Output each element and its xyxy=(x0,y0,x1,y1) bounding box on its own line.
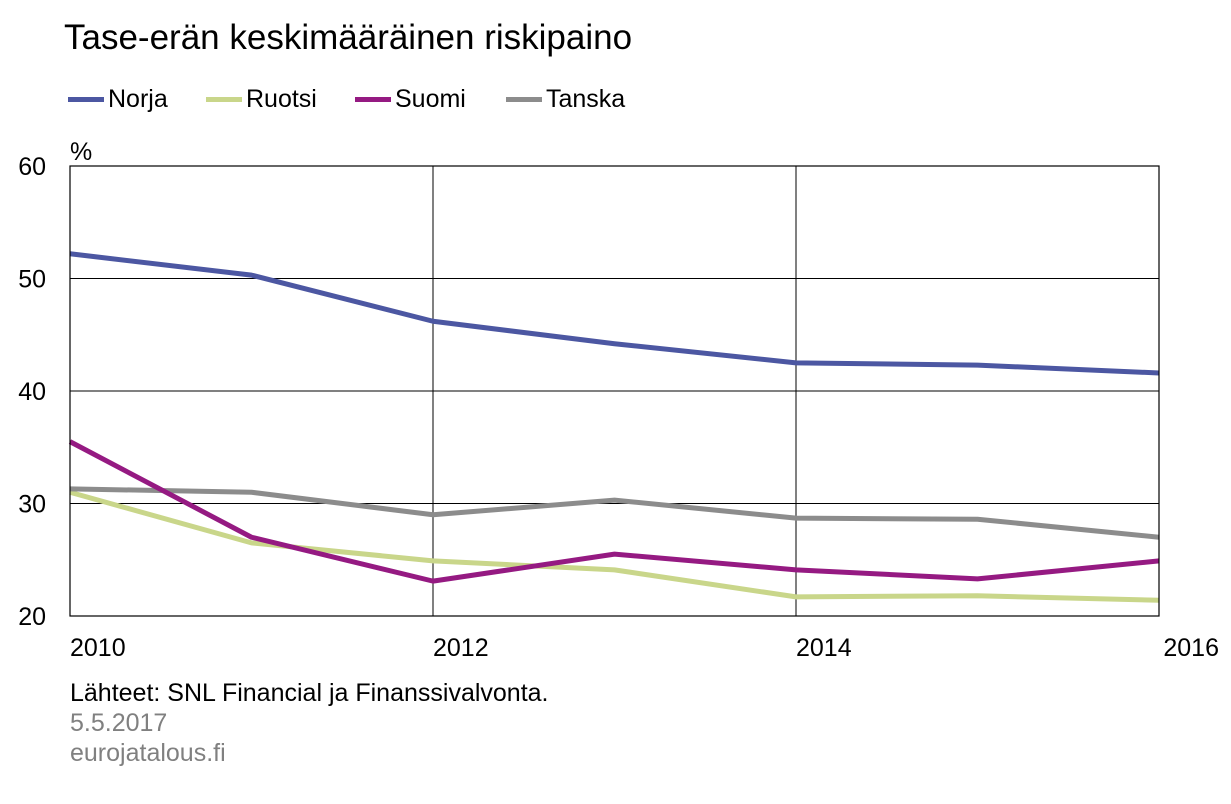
site-name: eurojatalous.fi xyxy=(70,739,226,767)
series-lines xyxy=(68,251,1160,603)
grid-lines xyxy=(69,165,1160,617)
x-tick-label: 2010 xyxy=(70,634,126,662)
series-line-suomi xyxy=(68,439,1160,584)
legend-swatch-ruotsi xyxy=(206,96,242,102)
footer: Lähteet: SNL Financial ja Finanssivalvon… xyxy=(70,678,549,768)
legend-swatch-norja xyxy=(68,96,104,102)
y-axis-ticks: 20 30 40 50 60 xyxy=(18,153,46,631)
x-tick-label: 2012 xyxy=(433,634,489,662)
y-axis-unit-label: % xyxy=(70,138,92,166)
publish-date: 5.5.2017 xyxy=(70,709,168,737)
y-tick-label: 40 xyxy=(18,378,46,406)
chart-title: Tase-erän keskimääräinen riskipaino xyxy=(64,18,633,57)
series-line-tanska xyxy=(69,486,1160,540)
legend-item-norja: Norja xyxy=(68,84,168,114)
legend-swatch-tanska xyxy=(506,96,542,102)
y-tick-label: 60 xyxy=(18,153,46,181)
y-tick-label: 30 xyxy=(18,491,46,519)
legend-swatch-suomi xyxy=(355,96,391,102)
legend-label-norja: Norja xyxy=(108,84,168,113)
x-axis-ticks: 2010 2012 2014 2016 xyxy=(70,634,1219,662)
legend-item-suomi: Suomi xyxy=(355,84,466,114)
source-note: Lähteet: SNL Financial ja Finanssivalvon… xyxy=(70,679,549,707)
series-line-ruotsi xyxy=(69,489,1160,603)
legend-item-ruotsi: Ruotsi xyxy=(206,84,317,114)
legend-label-tanska: Tanska xyxy=(546,84,626,113)
series-line-norja xyxy=(69,251,1160,376)
legend-label-ruotsi: Ruotsi xyxy=(246,84,317,113)
x-tick-label: 2014 xyxy=(796,634,852,662)
x-tick-label: 2016 xyxy=(1163,634,1219,662)
plot-frame xyxy=(69,165,1160,617)
y-tick-label: 50 xyxy=(18,266,46,294)
legend-item-tanska: Tanska xyxy=(506,84,625,114)
y-tick-label: 20 xyxy=(18,603,46,631)
legend-label-suomi: Suomi xyxy=(395,84,466,113)
